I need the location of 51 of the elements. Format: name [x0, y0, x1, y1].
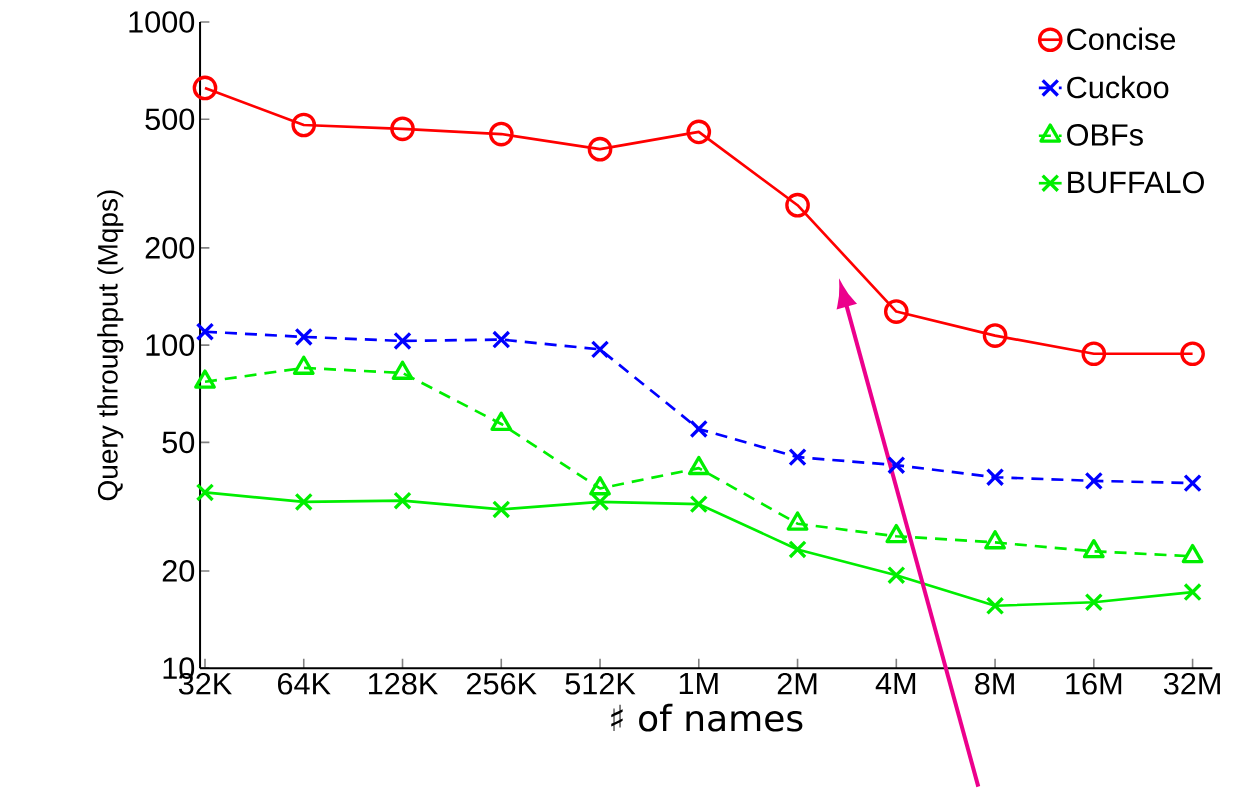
point	[1183, 583, 1202, 602]
x-tick-label: 32M	[1163, 673, 1220, 695]
point	[488, 121, 514, 147]
y-tick-label: 500	[145, 108, 195, 131]
point	[390, 116, 415, 142]
point	[195, 483, 215, 502]
point	[1180, 341, 1205, 367]
point	[393, 491, 412, 511]
point	[492, 330, 511, 349]
x-tick-label: 16M	[1066, 673, 1122, 695]
point	[587, 137, 613, 162]
x-tick-label: 64K	[278, 673, 331, 695]
point	[294, 492, 313, 512]
point	[192, 75, 218, 101]
point	[1084, 593, 1104, 612]
y-tick-label: 50	[162, 431, 195, 454]
x-tick-label: 256K	[467, 673, 537, 695]
y-axis-title: Query throughput (Mqps)	[97, 190, 124, 501]
point	[590, 492, 610, 512]
y-tick-label: 1000	[129, 11, 195, 34]
point	[689, 495, 708, 514]
x-tick-label: 2M	[777, 673, 817, 695]
point	[1081, 341, 1107, 367]
legend-label: Cuckoo	[1067, 76, 1169, 99]
x-tick-label: 8M	[975, 673, 1014, 695]
y-tick-label: 100	[146, 334, 195, 357]
point	[294, 327, 313, 347]
point	[492, 500, 511, 519]
x-tick-label: 128K	[369, 673, 438, 695]
point	[686, 119, 712, 145]
point	[985, 596, 1005, 616]
point	[1084, 471, 1104, 491]
legend-label: OBFs	[1067, 124, 1143, 146]
point	[393, 331, 412, 351]
legend-label: BUFFALO	[1068, 171, 1204, 194]
x-tick-label: 512K	[565, 673, 636, 695]
x-axis-title: ♯ of names	[611, 703, 803, 732]
point	[985, 468, 1005, 487]
point	[195, 322, 215, 342]
x-tick-label: 1M	[679, 673, 718, 695]
point	[788, 448, 807, 467]
point	[590, 340, 610, 359]
point	[982, 323, 1008, 349]
point	[785, 193, 810, 218]
point	[689, 419, 708, 439]
point	[1183, 474, 1202, 493]
point	[291, 112, 317, 138]
legend-label: Concise	[1067, 27, 1176, 51]
y-tick-label: 20	[162, 560, 195, 582]
y-tick-label: 200	[145, 237, 195, 259]
point	[788, 540, 807, 559]
